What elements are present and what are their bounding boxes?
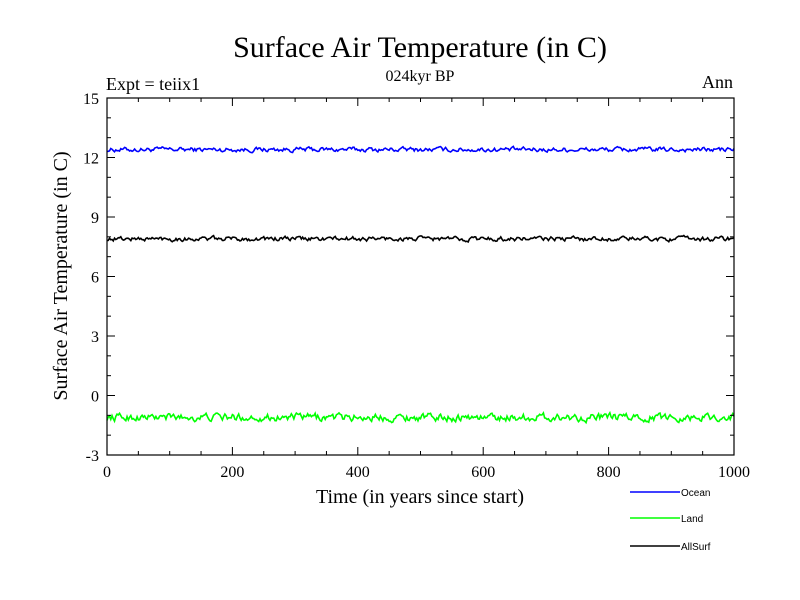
plot-frame (106, 97, 735, 456)
legend-label-allsurf: AllSurf (681, 542, 711, 553)
x-tick-label: 800 (597, 464, 621, 481)
x-tick-label: 1000 (718, 464, 750, 481)
season-label: Ann (702, 72, 733, 92)
x-tick-label: 400 (346, 464, 370, 481)
legend: Ocean Land AllSurf (630, 488, 711, 553)
series-line-ocean (106, 145, 735, 154)
experiment-label: Expt = teiix1 (106, 74, 200, 94)
series-line-allsurf (106, 234, 735, 244)
x-tick-label: 0 (103, 464, 111, 481)
legend-label-ocean: Ocean (681, 488, 710, 499)
legend-label-land: Land (681, 514, 703, 525)
y-tick-label: 9 (91, 210, 99, 227)
chart-title: Surface Air Temperature (in C) (233, 31, 607, 64)
y-tick-label: 15 (83, 91, 99, 108)
x-tick-label: 600 (471, 464, 495, 481)
series-layer (106, 145, 735, 425)
x-axis-label: Time (in years since start) (316, 486, 524, 508)
y-tick-label: 0 (91, 389, 99, 406)
series-line-land (106, 410, 735, 425)
x-tick-label: 200 (220, 464, 244, 481)
y-tick-label: 12 (83, 151, 99, 168)
y-tick-label: 6 (91, 270, 99, 287)
y-axis-label: Surface Air Temperature (in C) (50, 151, 72, 400)
chart-subtitle: 024kyr BP (386, 68, 455, 85)
y-tick-label: 3 (91, 329, 99, 346)
y-tick-label: -3 (86, 448, 99, 465)
